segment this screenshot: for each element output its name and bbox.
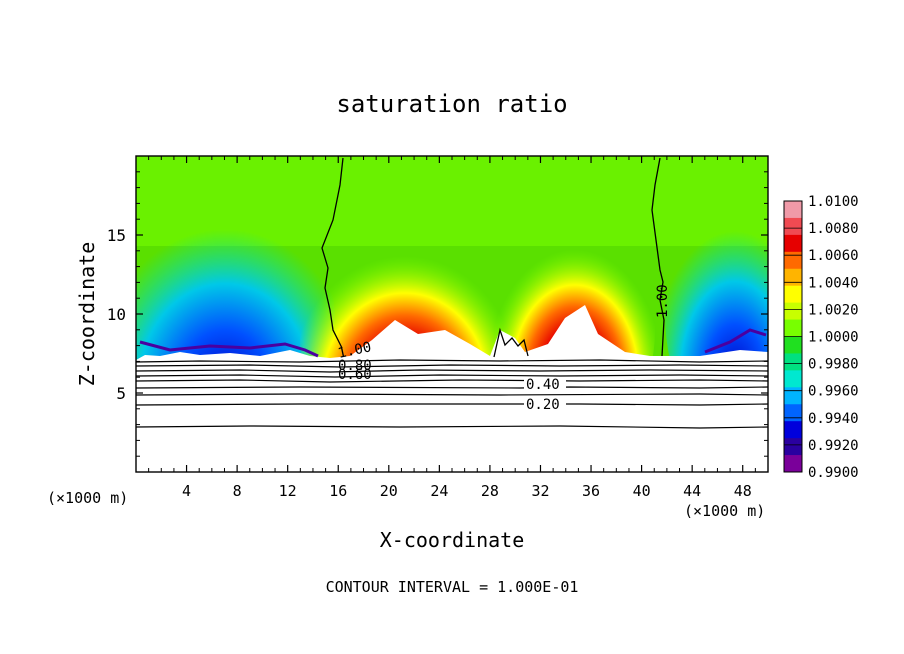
y-axis: 5 10 15: [107, 171, 768, 457]
x-tick-label: 24: [430, 482, 448, 500]
colorbar-swatch: [784, 336, 802, 354]
x-tick-label: 28: [481, 482, 499, 500]
colorbar-swatch: [784, 370, 802, 388]
x-tick-label: 20: [380, 482, 398, 500]
y-tick-label: 15: [107, 226, 126, 245]
colorbar-swatch: [784, 234, 802, 253]
colorbar-label: 0.9900: [808, 465, 859, 481]
colorbar-label: 1.0000: [808, 330, 859, 346]
colorbar-label: 1.0080: [808, 221, 859, 237]
colorbar-swatch: [784, 387, 802, 405]
y-tick-label: 5: [116, 384, 126, 403]
colorbar-swatch: [784, 353, 802, 371]
x-tick-label: 36: [582, 482, 600, 500]
contour-line-0.30: [136, 393, 768, 396]
colorbar-swatch: [784, 251, 802, 270]
colorbar-swatch: [784, 421, 802, 439]
y-axis-label: Z-coordinate: [75, 242, 99, 387]
x-tick-label: 48: [734, 482, 752, 500]
contour-line-1.00-middle: [493, 327, 529, 358]
contour-line-a: [136, 359, 768, 363]
colorbar-label: 1.0100: [808, 194, 859, 210]
x-tick-label: 4: [182, 482, 191, 500]
colorbar-label: 0.9960: [808, 384, 859, 400]
colorbar-swatch: [784, 302, 802, 321]
x-unit-right: (×1000 m): [684, 502, 765, 520]
base-fringe: [139, 340, 319, 358]
x-tick-label: 44: [683, 482, 701, 500]
x-axis: 4 8 12 16 20 24 28 32 36 40 44 48: [148, 156, 756, 500]
contour-line-0.70: [136, 374, 768, 378]
contour-label-0.80: 0.80: [338, 358, 372, 374]
colorbar-swatch: [784, 201, 802, 219]
contour-line-b: [136, 364, 768, 368]
contour-label-0.60: 0.60: [338, 367, 372, 383]
x-tick-label: 16: [329, 482, 347, 500]
colorbar-swatch: [784, 455, 802, 473]
colorbar-swatch: [784, 404, 802, 422]
base-fringe-right: [704, 328, 767, 354]
contour-label-0.20: 0.20: [526, 397, 560, 413]
colorbar-label: 1.0040: [808, 275, 859, 291]
contour-label-0.40: 0.40: [526, 377, 560, 393]
colorbar-swatch: [784, 217, 802, 236]
x-tick-label: 12: [279, 482, 297, 500]
contour-line-0.60: [136, 379, 768, 383]
x-tick-label: 40: [633, 482, 651, 500]
colorbar-label: 0.9980: [808, 357, 859, 373]
colorbar-label: 0.9940: [808, 411, 859, 427]
chart-title: saturation ratio: [336, 90, 567, 118]
colorbar-label: 0.9920: [808, 438, 859, 454]
contour-line-0.80: [136, 369, 768, 373]
plot-area: [136, 156, 768, 472]
colorbar-label: 1.0020: [808, 302, 859, 318]
x-tick-label: 32: [531, 482, 549, 500]
contour-label-1.00-left: 1.00: [337, 339, 373, 362]
colorbar: 1.0100 1.0080 1.0060 1.0040 1.0020 1.0000 0.99…: [783, 194, 859, 481]
colorbar-swatch: [784, 268, 802, 287]
lower-region: [136, 305, 768, 472]
colorbar-label: 1.0060: [808, 248, 859, 264]
colorbar-swatch: [784, 438, 802, 456]
contour-interval-note: CONTOUR INTERVAL = 1.000E-01: [326, 578, 579, 596]
contour-line-1.00-right: [651, 157, 665, 357]
contour-line-0.10: [136, 425, 768, 429]
x-unit-left: (×1000 m): [47, 489, 128, 507]
colorbar-swatch: [784, 285, 802, 304]
colorbar-swatch: [784, 319, 802, 337]
x-tick-label: 8: [233, 482, 242, 500]
y-tick-label: 10: [107, 305, 126, 324]
contour-label-1.00-right: 1.00: [655, 284, 671, 318]
contour-line-1.00-left: [321, 157, 344, 349]
x-axis-label: X-coordinate: [380, 528, 525, 552]
